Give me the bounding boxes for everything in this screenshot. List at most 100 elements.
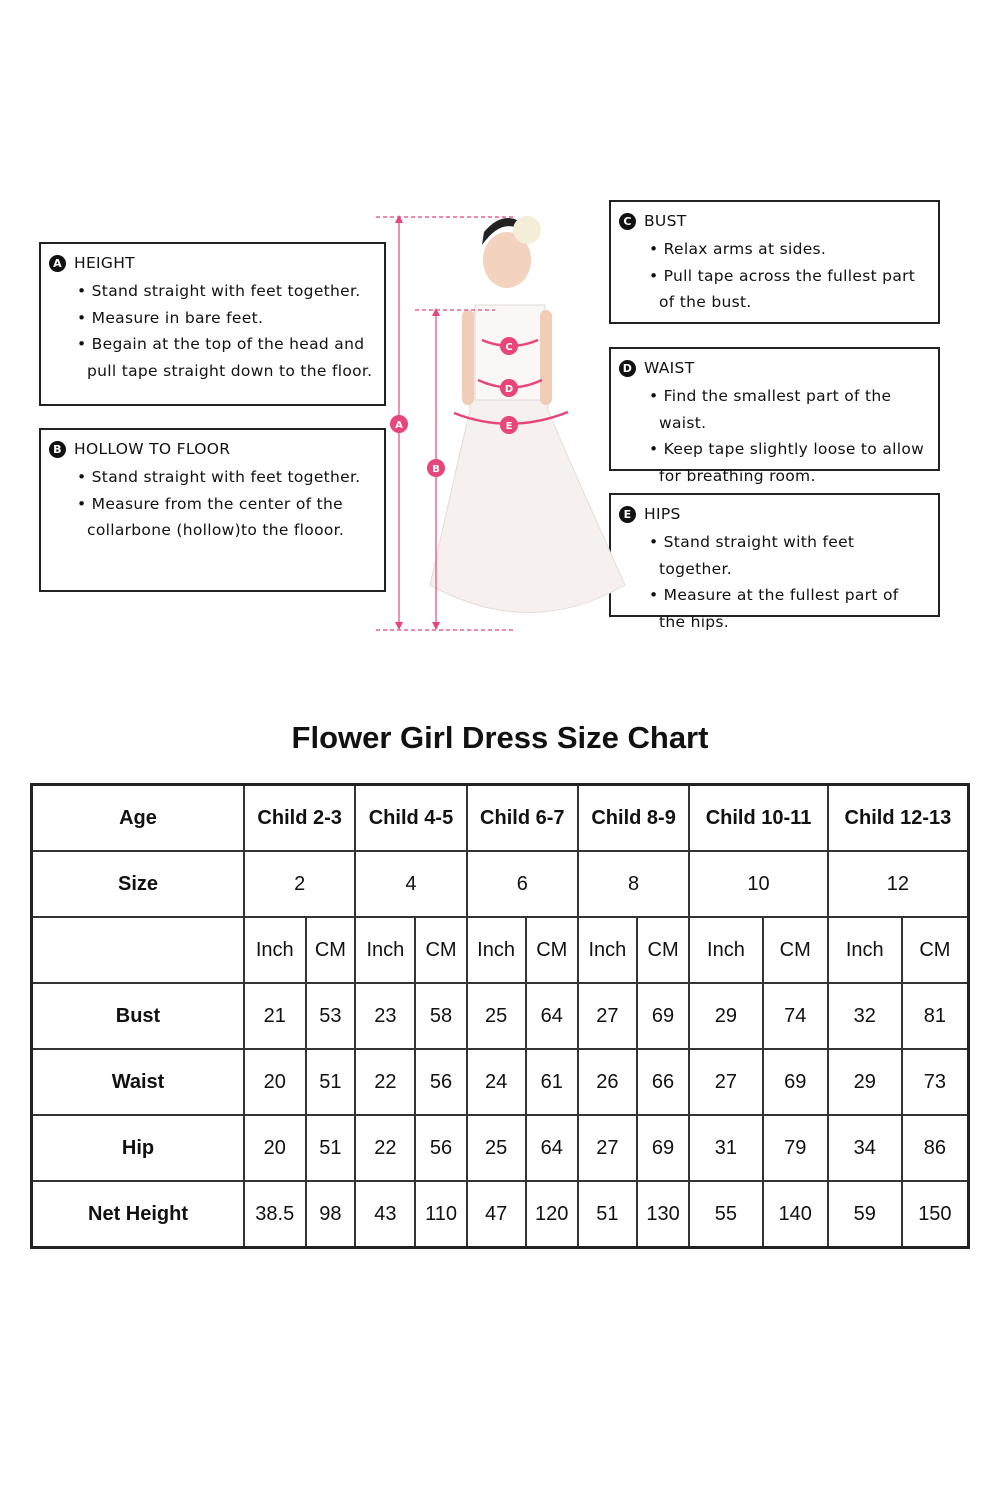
guide-instruction: Measure from the center of the collarbon… — [75, 491, 376, 544]
guide-instruction: Pull tape across the fullest part of the… — [647, 263, 930, 316]
value-cell: 23 — [354, 982, 417, 1050]
value-cell: 24 — [465, 1048, 527, 1116]
letter-badge-icon: E — [619, 505, 636, 523]
age-header: Child 2-3 — [242, 783, 357, 852]
unit-header: Inch — [354, 916, 417, 984]
value-cell: 22 — [354, 1048, 417, 1116]
age-header: Child 4-5 — [354, 783, 468, 852]
value-cell: 98 — [304, 1180, 357, 1249]
unit-header: Inch — [688, 916, 764, 984]
age-header: Child 12-13 — [826, 783, 970, 852]
letter-badge-icon: B — [49, 440, 66, 458]
value-cell: 22 — [354, 1114, 417, 1182]
table-row-size: Size 2 4 6 8 10 12 — [30, 850, 970, 918]
value-cell: 27 — [576, 1114, 638, 1182]
unit-header: Inch — [826, 916, 903, 984]
guide-title: BUST — [644, 212, 687, 230]
age-header: Child 6-7 — [465, 783, 579, 852]
value-cell: 21 — [243, 982, 307, 1050]
marker-c: C — [505, 342, 512, 353]
value-cell: 56 — [414, 1048, 468, 1116]
value-cell: 64 — [524, 1114, 579, 1182]
guide-instruction: Measure at the fullest part of the hips. — [647, 582, 930, 635]
value-cell: 66 — [635, 1048, 691, 1116]
age-header: Child 10-11 — [688, 783, 829, 852]
size-cell: 12 — [826, 850, 970, 918]
guide-instruction: Keep tape slightly loose to allow for br… — [647, 436, 930, 489]
value-cell: 43 — [354, 1180, 417, 1249]
value-cell: 69 — [635, 1114, 691, 1182]
guide-title: HEIGHT — [74, 254, 135, 272]
unit-header: CM — [900, 916, 970, 984]
value-cell: 29 — [688, 982, 764, 1050]
size-cell: 10 — [688, 850, 829, 918]
unit-header: CM — [635, 916, 691, 984]
value-cell: 74 — [761, 982, 829, 1050]
marker-a: A — [395, 420, 403, 431]
value-cell: 51 — [304, 1114, 357, 1182]
row-label: Bust — [30, 982, 245, 1050]
value-cell: 64 — [524, 982, 579, 1050]
letter-badge-icon: A — [49, 254, 66, 272]
guide-instruction: Relax arms at sides. — [647, 236, 930, 263]
value-cell: 55 — [688, 1180, 764, 1249]
row-label: Age — [30, 783, 245, 852]
row-label: Size — [30, 850, 245, 918]
unit-header: Inch — [465, 916, 527, 984]
value-cell: 130 — [635, 1180, 691, 1249]
value-cell: 150 — [900, 1180, 970, 1249]
value-cell: 81 — [900, 982, 970, 1050]
guide-instruction: Begain at the top of the head and pull t… — [75, 331, 376, 384]
guide-instruction: Stand straight with feet together. — [647, 529, 930, 582]
guide-title: HOLLOW TO FLOOR — [74, 440, 231, 458]
size-chart-table: Age Child 2-3 Child 4-5 Child 6-7 Child 8-9 C… — [30, 783, 970, 1249]
value-cell: 20 — [243, 1114, 307, 1182]
value-cell: 25 — [465, 982, 527, 1050]
marker-b: B — [432, 464, 440, 475]
value-cell: 27 — [576, 982, 638, 1050]
value-cell: 73 — [900, 1048, 970, 1116]
table-row: Hip 20 51 22 56 25 64 27 69 31 79 34 86 — [30, 1114, 970, 1182]
guide-box-bust: C BUST Relax arms at sides.Pull tape acros… — [609, 200, 940, 324]
value-cell: 86 — [900, 1114, 970, 1182]
value-cell: 38.5 — [243, 1180, 307, 1249]
table-row: Bust 21 53 23 58 25 64 27 69 29 74 32 81 — [30, 982, 970, 1050]
value-cell: 56 — [414, 1114, 468, 1182]
letter-badge-icon: C — [619, 212, 636, 230]
value-cell: 61 — [524, 1048, 579, 1116]
value-cell: 27 — [688, 1048, 764, 1116]
measurement-figure: A B C D E — [376, 215, 626, 631]
value-cell: 34 — [826, 1114, 903, 1182]
table-row: Net Height 38.5 98 43 110 47 120 51 130 55 140 59 15… — [30, 1180, 970, 1249]
row-label: Hip — [30, 1114, 245, 1182]
value-cell: 53 — [304, 982, 357, 1050]
guide-instruction: Stand straight with feet together. — [75, 278, 376, 305]
row-label: Net Height — [30, 1180, 245, 1249]
unit-header: CM — [304, 916, 357, 984]
guide-title: HIPS — [644, 505, 681, 523]
value-cell: 59 — [826, 1180, 903, 1249]
unit-header: CM — [761, 916, 829, 984]
guide-instruction: Measure in bare feet. — [75, 305, 376, 332]
guide-box-hips: EHIPSStand straight with feet together.M… — [609, 493, 940, 631]
row-label: Waist — [30, 1048, 245, 1116]
age-header: Child 8-9 — [576, 783, 691, 852]
value-cell: 58 — [414, 982, 468, 1050]
value-cell: 26 — [576, 1048, 638, 1116]
value-cell: 25 — [465, 1114, 527, 1182]
guide-title: WAIST — [644, 359, 695, 377]
value-cell: 140 — [761, 1180, 829, 1249]
letter-badge-icon: D — [619, 359, 636, 377]
table-row-age: Age Child 2-3 Child 4-5 Child 6-7 Child 8-9 C… — [30, 783, 970, 852]
guide-box-height: A HEIGHT Stand straight with feet together… — [39, 242, 386, 406]
size-cell: 2 — [242, 850, 357, 918]
guide-box-hollow-to-floor: B HOLLOW TO FLOOR Stand straight with feet… — [39, 428, 386, 592]
row-label-empty — [30, 916, 245, 984]
unit-header: CM — [524, 916, 579, 984]
value-cell: 120 — [524, 1180, 579, 1249]
size-cell: 4 — [354, 850, 468, 918]
table-row: Waist 20 51 22 56 24 61 26 66 27 69 29 73 — [30, 1048, 970, 1116]
value-cell: 29 — [826, 1048, 903, 1116]
size-cell: 8 — [576, 850, 691, 918]
